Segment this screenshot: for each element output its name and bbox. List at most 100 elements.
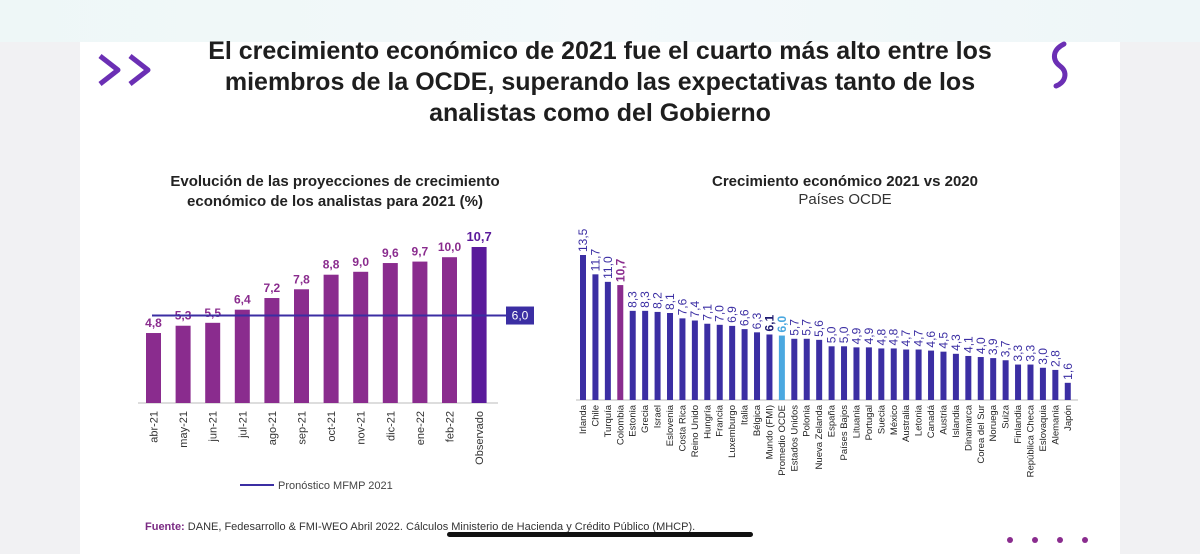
browser-top-bar (0, 0, 1200, 42)
bar-value-label: 4,7 (912, 330, 926, 347)
x-tick-label: Eslovenia (665, 404, 676, 446)
x-tick-label: Corea del Sur (976, 405, 987, 464)
x-tick-label: Reino Unido (690, 405, 701, 457)
x-tick-label: may-21 (178, 411, 190, 448)
bar-value-label: 6,6 (738, 309, 752, 326)
bar-Luxemburgo (729, 325, 736, 400)
x-tick-label: Costa Rica (677, 404, 688, 451)
bar-abr-21 (146, 333, 161, 403)
bar-Suecia (878, 348, 885, 400)
bar-España (828, 346, 835, 400)
bar-value-label: 13,5 (576, 228, 590, 252)
bar-value-label: 11,7 (588, 249, 602, 272)
bar-Eslovaquia (1039, 367, 1046, 400)
source-text: DANE, Fedesarrollo & FMI-WEO Abril 2022.… (184, 521, 696, 533)
reference-value-label: 6,0 (512, 309, 529, 323)
x-tick-label: Dinamarca (963, 404, 974, 451)
bar-value-label: 8,3 (638, 291, 652, 308)
bar-value-label: 8,2 (651, 292, 665, 309)
bar-value-label: 5,0 (825, 326, 839, 343)
bar-Estados Unidos (791, 338, 798, 400)
bar-Mundo (FMI) (766, 334, 773, 400)
x-tick-label: Canadá (926, 404, 937, 438)
bar-value-label: 10,7 (613, 258, 627, 282)
bar-Alemania (1052, 369, 1059, 400)
x-tick-label: México (889, 405, 900, 435)
bar-dic-21 (382, 263, 398, 403)
bar-Suiza (1002, 360, 1009, 400)
bar-feb-22 (442, 257, 457, 403)
x-tick-label: jun-21 (208, 411, 220, 443)
bar-value-label: 7,4 (688, 301, 702, 318)
x-tick-label: Mundo (FMI) (764, 405, 775, 459)
bar-República Checa (1027, 364, 1034, 400)
bar-value-label: 1,6 (1061, 363, 1075, 380)
slide-title: El crecimiento económico de 2021 fue el … (208, 37, 992, 127)
bar-value-label: 5,6 (812, 320, 826, 337)
left-chart-title: Evolución de las proyecciones de crecimi… (170, 173, 500, 210)
bar-value-label: 5,5 (204, 306, 221, 320)
x-tick-label: Luxemburgo (727, 405, 738, 458)
x-tick-label: Nueva Zelanda (814, 404, 825, 469)
x-tick-label: jul-21 (237, 411, 249, 439)
x-tick-label: España (827, 404, 838, 437)
bar-value-label: 10,0 (438, 240, 462, 254)
bar-Lituania (853, 347, 860, 400)
bar-sep-21 (294, 289, 309, 403)
bar-Hungría (704, 323, 711, 400)
bar-value-label: 2,8 (1048, 350, 1062, 367)
bar-value-label: 4,8 (874, 328, 888, 345)
bar-value-label: 6,3 (750, 312, 764, 329)
bar-Polonia (803, 338, 810, 400)
source-footer: Fuente: DANE, Fedesarrollo & FMI-WEO Abr… (145, 521, 695, 533)
x-tick-label: Estados Unidos (789, 405, 800, 472)
bar-Colombia (617, 285, 624, 400)
bar-value-label: 7,2 (264, 281, 281, 295)
bar-value-label: 4,9 (862, 327, 876, 344)
x-tick-label: nov-21 (356, 411, 368, 445)
x-tick-label: Chile (590, 405, 601, 427)
reference-value-box (506, 306, 534, 325)
home-indicator (447, 532, 753, 537)
bar-Estonia (629, 310, 636, 400)
bar-Islandia (952, 353, 959, 400)
x-tick-label: Francia (715, 404, 726, 436)
bar-value-label: 3,9 (986, 338, 1000, 355)
bar-Chile (592, 274, 599, 400)
bar-Nueva Zelanda (816, 339, 823, 400)
bar-Bélgica (754, 332, 761, 400)
bar-value-label: 4,8 (145, 316, 162, 330)
x-tick-label: ene-22 (415, 411, 427, 445)
bar-value-label: 4,1 (961, 336, 975, 353)
x-tick-label: Japón (1063, 405, 1074, 431)
bar-value-label: 4,6 (924, 331, 938, 348)
slide-canvas (80, 42, 1120, 554)
bar-value-label: 8,8 (323, 258, 340, 272)
source-label: Fuente: (145, 521, 185, 533)
x-tick-label: Grecia (640, 404, 651, 433)
bar-value-label: 5,7 (800, 319, 814, 336)
bar-Australia (903, 349, 910, 400)
x-tick-label: Irlanda (578, 404, 589, 434)
x-tick-label: República Checa (1025, 404, 1036, 477)
x-tick-label: Noruega (988, 404, 999, 441)
x-tick-label: Finlandia (1013, 404, 1024, 443)
bar-Portugal (865, 347, 872, 400)
bar-value-label: 5,7 (787, 319, 801, 336)
bar-value-label: 4,9 (849, 327, 863, 344)
bar-Irlanda (580, 255, 586, 400)
bar-Promedio OCDE (778, 335, 785, 400)
s-curve-logo-icon (1052, 41, 1068, 89)
legend-label: Pronóstico MFMP 2021 (278, 480, 393, 492)
bar-value-label: 5,0 (837, 326, 851, 343)
bar-ago-21 (264, 298, 280, 403)
bar-Corea del Sur (977, 357, 984, 400)
bar-value-label: 9,7 (412, 245, 429, 259)
x-tick-label: Austria (938, 404, 949, 434)
bar-value-label: 3,0 (1036, 348, 1050, 365)
x-tick-label: feb-22 (445, 411, 457, 442)
bar-Francia (716, 324, 723, 400)
bar-value-label: 4,0 (974, 337, 988, 354)
bar-value-label: 6,1 (762, 314, 776, 331)
bar-value-label: 6,4 (234, 293, 251, 307)
